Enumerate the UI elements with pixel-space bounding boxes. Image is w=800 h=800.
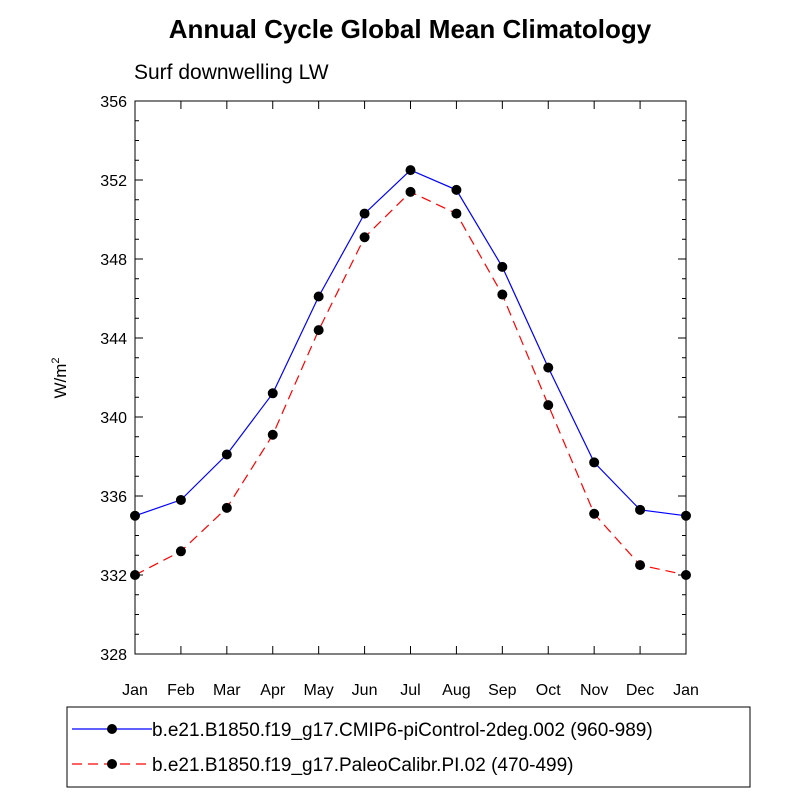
x-axis: Jan Feb Mar Apr May Jun Jul Aug Sep Oct Nov Dec Jan <box>122 101 699 699</box>
data-point <box>681 510 691 521</box>
x-tick-label: Apr <box>260 682 286 699</box>
legend-marker <box>107 759 117 769</box>
x-tick-label: Jan <box>122 682 148 699</box>
y-tick-label: 348 <box>100 252 127 269</box>
legend-box <box>66 706 751 788</box>
y-axis-label-exponent: 2 <box>50 357 62 363</box>
y-tick-label: 336 <box>100 489 127 506</box>
legend: b.e21.B1850.f19_g17.CMIP6-piControl-2deg… <box>72 720 653 776</box>
series-line <box>134 169 687 517</box>
data-point <box>313 291 324 302</box>
y-tick-label: 328 <box>100 647 127 664</box>
legend-label: b.e21.B1850.f19_g17.CMIP6-piControl-2deg… <box>152 720 653 741</box>
x-tick-label: May <box>304 682 334 699</box>
x-tick-label: Nov <box>580 682 608 699</box>
series-1 <box>130 165 691 521</box>
x-tick-label: Sep <box>488 682 517 699</box>
data-point <box>175 494 186 505</box>
plot-frame <box>134 100 687 655</box>
data-point <box>543 362 554 373</box>
data-point <box>221 449 232 460</box>
data-point <box>313 325 324 336</box>
series-layer <box>130 165 691 580</box>
data-point <box>359 232 370 243</box>
data-point <box>681 570 691 580</box>
data-point <box>221 502 232 513</box>
x-tick-label: Feb <box>167 682 195 699</box>
data-point <box>130 570 140 580</box>
chart-subtitle: Surf downwelling LW <box>134 61 329 84</box>
data-point <box>451 208 462 219</box>
data-point <box>267 388 278 399</box>
y-axis-label: W/m2 <box>50 357 70 398</box>
y-tick-label: 356 <box>100 94 127 111</box>
y-tick-label: 352 <box>100 173 127 190</box>
data-point <box>589 508 600 519</box>
series-line <box>134 191 687 576</box>
y-tick-label: 340 <box>100 410 127 427</box>
data-point <box>267 429 278 440</box>
data-point <box>130 510 140 521</box>
data-point <box>359 208 370 219</box>
y-tick-label: 332 <box>100 568 127 585</box>
data-point <box>175 546 186 557</box>
data-point <box>405 186 416 197</box>
chart-title: Annual Cycle Global Mean Climatology <box>169 14 652 44</box>
x-tick-label: Aug <box>442 682 470 699</box>
data-point <box>635 560 646 571</box>
x-tick-label: Jul <box>400 682 420 699</box>
data-point <box>405 165 416 176</box>
data-point <box>451 184 462 195</box>
x-tick-label: Dec <box>626 682 654 699</box>
data-point <box>543 400 554 411</box>
legend-label: b.e21.B1850.f19_g17.PaleoCalibr.PI.02 (4… <box>152 755 573 776</box>
legend-marker <box>107 724 117 734</box>
data-point <box>497 261 508 272</box>
series-2 <box>130 186 691 580</box>
x-tick-label: Jan <box>673 682 699 699</box>
data-point <box>497 289 508 300</box>
y-axis-label-unit: W/m <box>51 364 70 399</box>
x-tick-label: Mar <box>213 682 241 699</box>
y-axis: 328 332 336 340 344 348 352 356 <box>100 94 686 664</box>
data-point <box>589 457 600 468</box>
x-tick-label: Oct <box>536 682 561 699</box>
data-point <box>635 504 646 515</box>
y-tick-label: 344 <box>100 331 127 348</box>
x-tick-label: Jun <box>352 682 378 699</box>
